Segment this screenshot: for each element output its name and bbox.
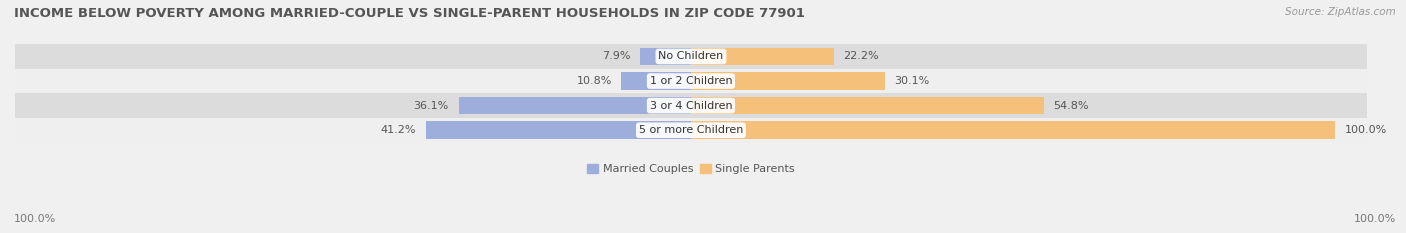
Text: 1 or 2 Children: 1 or 2 Children	[650, 76, 733, 86]
Bar	[0, 44, 1399, 69]
Text: 36.1%: 36.1%	[413, 101, 449, 111]
Text: 7.9%: 7.9%	[602, 51, 630, 62]
Text: 30.1%: 30.1%	[894, 76, 929, 86]
Bar	[426, 121, 690, 139]
Text: 100.0%: 100.0%	[1344, 125, 1386, 135]
Bar	[0, 93, 1399, 118]
Legend: Married Couples, Single Parents: Married Couples, Single Parents	[585, 162, 797, 176]
Bar	[0, 69, 1399, 93]
Bar	[0, 118, 1399, 143]
Text: Source: ZipAtlas.com: Source: ZipAtlas.com	[1285, 7, 1396, 17]
Text: 3 or 4 Children: 3 or 4 Children	[650, 101, 733, 111]
Text: 10.8%: 10.8%	[576, 76, 612, 86]
Bar	[690, 48, 834, 65]
Text: INCOME BELOW POVERTY AMONG MARRIED-COUPLE VS SINGLE-PARENT HOUSEHOLDS IN ZIP COD: INCOME BELOW POVERTY AMONG MARRIED-COUPL…	[14, 7, 804, 20]
Bar	[690, 72, 884, 90]
Bar	[690, 97, 1043, 114]
Bar	[690, 121, 1334, 139]
Text: No Children: No Children	[658, 51, 724, 62]
Text: 22.2%: 22.2%	[844, 51, 879, 62]
Bar	[458, 97, 690, 114]
Bar	[621, 72, 690, 90]
Text: 54.8%: 54.8%	[1053, 101, 1088, 111]
Text: 100.0%: 100.0%	[1354, 214, 1396, 224]
Text: 41.2%: 41.2%	[381, 125, 416, 135]
Bar	[640, 48, 690, 65]
Text: 100.0%: 100.0%	[14, 214, 56, 224]
Text: 5 or more Children: 5 or more Children	[638, 125, 744, 135]
